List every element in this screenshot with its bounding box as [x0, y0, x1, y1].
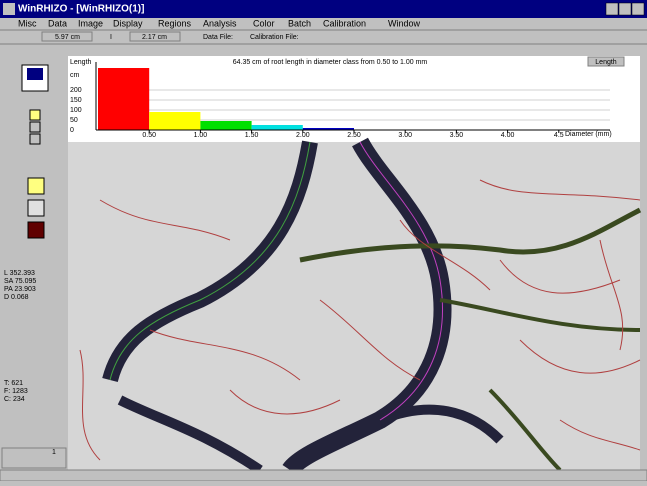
count: T: 621 — [4, 380, 23, 387]
count: F: 1283 — [4, 388, 28, 395]
stat: D 0.068 — [4, 294, 29, 301]
y-tick-label: 100 — [70, 107, 82, 114]
y-unit: cm — [70, 72, 80, 79]
x-tick-label: 0.50 — [142, 132, 156, 139]
x-tick-label: 1.50 — [245, 132, 259, 139]
window-title: WinRHIZO - [WinRHIZO(1)] — [18, 4, 144, 15]
skeleton — [109, 141, 311, 381]
status-pos2: 2.17 cm — [142, 34, 167, 41]
window-buttons — [605, 2, 645, 16]
tool-button[interactable] — [29, 133, 41, 145]
y-tick-label: 0 — [70, 127, 74, 134]
histogram-title: 64.35 cm of root length in diameter clas… — [233, 59, 428, 66]
menu-item[interactable]: Regions — [158, 18, 192, 28]
histogram: 0 50 100 150 200 0.50 1.00 1.50 2.00 2.50 3.00 3.50… — [70, 62, 610, 139]
bar — [302, 128, 354, 130]
minimize-button[interactable] — [605, 2, 619, 16]
menu-item[interactable]: Calibration — [323, 18, 366, 28]
toolbar: 1 — [1, 64, 67, 469]
y-tick-label: 150 — [70, 97, 82, 104]
menu-item[interactable]: Batch — [288, 18, 311, 28]
tool-button[interactable] — [27, 199, 45, 217]
tool-button[interactable] — [27, 221, 45, 239]
status-row: 5.97 cm I 2.17 cm Data File: Calibration… — [41, 31, 299, 42]
stat: PA 23.903 — [4, 286, 36, 293]
app-icon[interactable] — [3, 3, 15, 15]
tool-button[interactable] — [29, 121, 41, 133]
x-tick-label: 1.00 — [194, 132, 208, 139]
y-axis-label: Length — [70, 59, 92, 66]
stat: SA 75.095 — [4, 278, 36, 285]
length-button[interactable] — [587, 56, 625, 67]
menu-item[interactable]: Window — [388, 18, 421, 28]
x-tick-label: 3.00 — [398, 132, 412, 139]
root — [378, 404, 504, 444]
menu-item[interactable]: Image — [78, 18, 103, 28]
x-tick-label: 4.00 — [501, 132, 515, 139]
tool-button[interactable] — [27, 177, 45, 195]
roots — [79, 137, 642, 476]
data-file: Data File: — [203, 34, 233, 41]
length-button-label: Length — [595, 59, 617, 66]
root-image — [68, 142, 640, 470]
bar — [251, 125, 303, 130]
root — [488, 388, 562, 472]
skeleton — [359, 141, 443, 421]
menu-item[interactable]: Color — [253, 18, 275, 28]
x-tick-label: 3.50 — [450, 132, 464, 139]
status-pos1: 5.97 cm — [55, 34, 80, 41]
page-box: 1 — [52, 449, 56, 456]
bar — [200, 121, 252, 130]
title-bar — [0, 0, 647, 18]
icon — [27, 68, 43, 80]
y-tick-label: 50 — [70, 117, 78, 124]
root — [117, 395, 263, 475]
menu-item[interactable]: Display — [113, 18, 143, 28]
status-box — [129, 31, 181, 42]
status-box — [41, 31, 93, 42]
fine-roots — [79, 179, 641, 461]
status-sep: I — [110, 34, 112, 41]
stat: L 352.393 — [4, 270, 35, 277]
calibration-file: Calibration File: — [250, 34, 299, 41]
bar — [98, 68, 150, 130]
root — [439, 298, 641, 332]
scrollbar[interactable] — [0, 469, 647, 482]
page-panel — [1, 447, 67, 469]
tool-button[interactable] — [29, 109, 41, 121]
bar — [149, 112, 201, 130]
count: C: 234 — [4, 396, 25, 403]
menu-bar: Misc Data Image Display Regions Analysis Color… — [18, 18, 421, 28]
maximize-button[interactable] — [618, 2, 632, 16]
menu-item[interactable]: Data — [48, 18, 67, 28]
x-axis-label: Diameter (mm) — [565, 131, 612, 138]
close-button[interactable] — [631, 2, 645, 16]
x-tick-label: 2.00 — [296, 132, 310, 139]
y-tick-label: 200 — [70, 87, 82, 94]
menu-item[interactable]: Misc — [18, 18, 37, 28]
x-tick-label: 4.5 — [554, 132, 564, 139]
menu-item[interactable]: Analysis — [203, 18, 237, 28]
root — [299, 207, 642, 263]
x-tick-label: 2.50 — [347, 132, 361, 139]
